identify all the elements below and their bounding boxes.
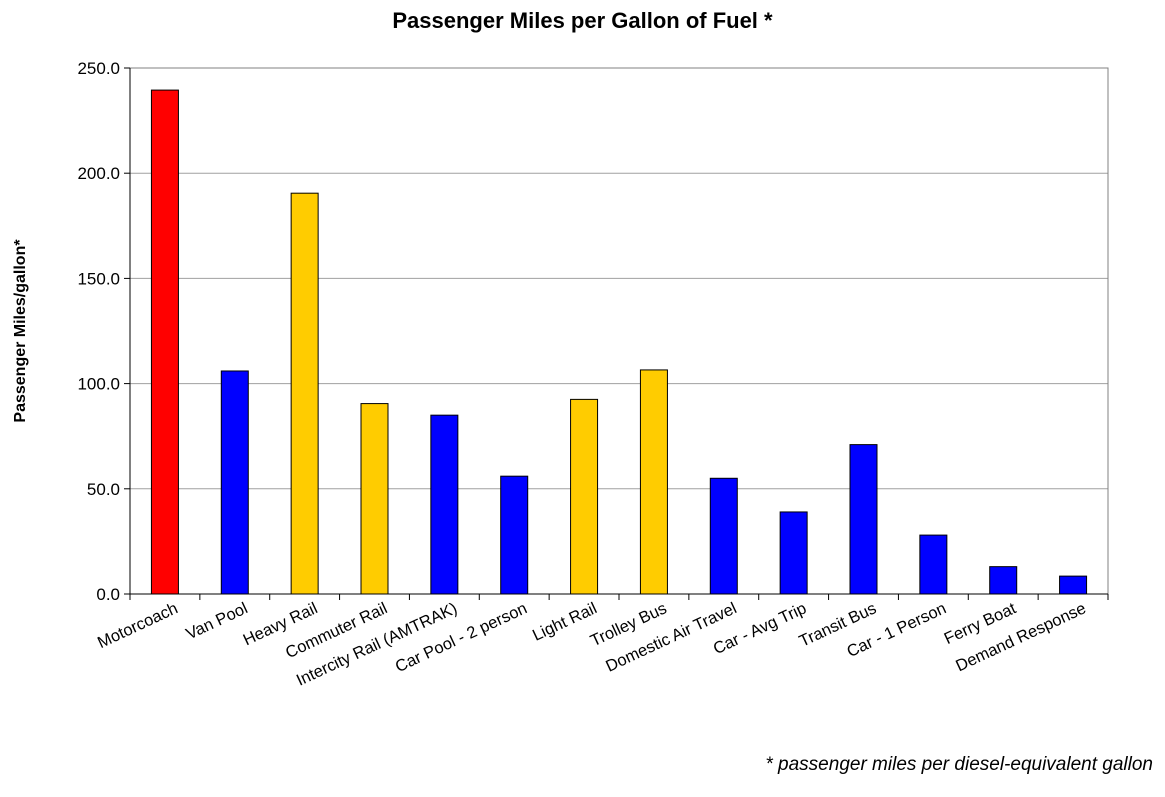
y-tick-label: 0.0: [96, 585, 120, 604]
footnote: * passenger miles per diesel-equivalent …: [765, 754, 1153, 775]
bar-10: [779, 511, 808, 595]
chart-title: Passenger Miles per Gallon of Fuel *: [392, 8, 773, 33]
y-tick-label: 250.0: [77, 59, 120, 78]
gridlines: [130, 67, 1108, 490]
bar-7: [570, 398, 599, 595]
plot-border: [129, 67, 1109, 595]
axes: [124, 67, 1109, 600]
y-tick-label: 200.0: [77, 164, 120, 183]
y-tick-label: 50.0: [87, 480, 120, 499]
bar-6: [500, 475, 529, 595]
bar-9: [709, 477, 738, 595]
x-category-label: Demand Response: [953, 599, 1089, 675]
y-tick-labels: 0.0 50.0 100.0 150.0 200.0 250.0: [77, 59, 120, 604]
bar-2: [220, 370, 249, 595]
bar-8: [639, 369, 668, 595]
bar-12: [919, 534, 948, 595]
bar-4: [360, 403, 389, 595]
bar-5: [430, 414, 459, 595]
x-category-label: Van Pool: [183, 599, 250, 643]
bar-14: [1059, 575, 1088, 595]
y-tick-label: 150.0: [77, 269, 120, 288]
bar-13: [989, 566, 1018, 595]
y-tick-label: 100.0: [77, 375, 120, 394]
bar-1: [150, 89, 179, 595]
bar-3: [290, 192, 319, 595]
x-category-label: Car Pool - 2 person: [393, 599, 530, 676]
y-axis-title: Passenger Miles/gallon*: [12, 239, 29, 423]
bars: [150, 89, 1088, 595]
x-category-label: Motorcoach: [95, 599, 181, 652]
bar-11: [849, 444, 878, 595]
